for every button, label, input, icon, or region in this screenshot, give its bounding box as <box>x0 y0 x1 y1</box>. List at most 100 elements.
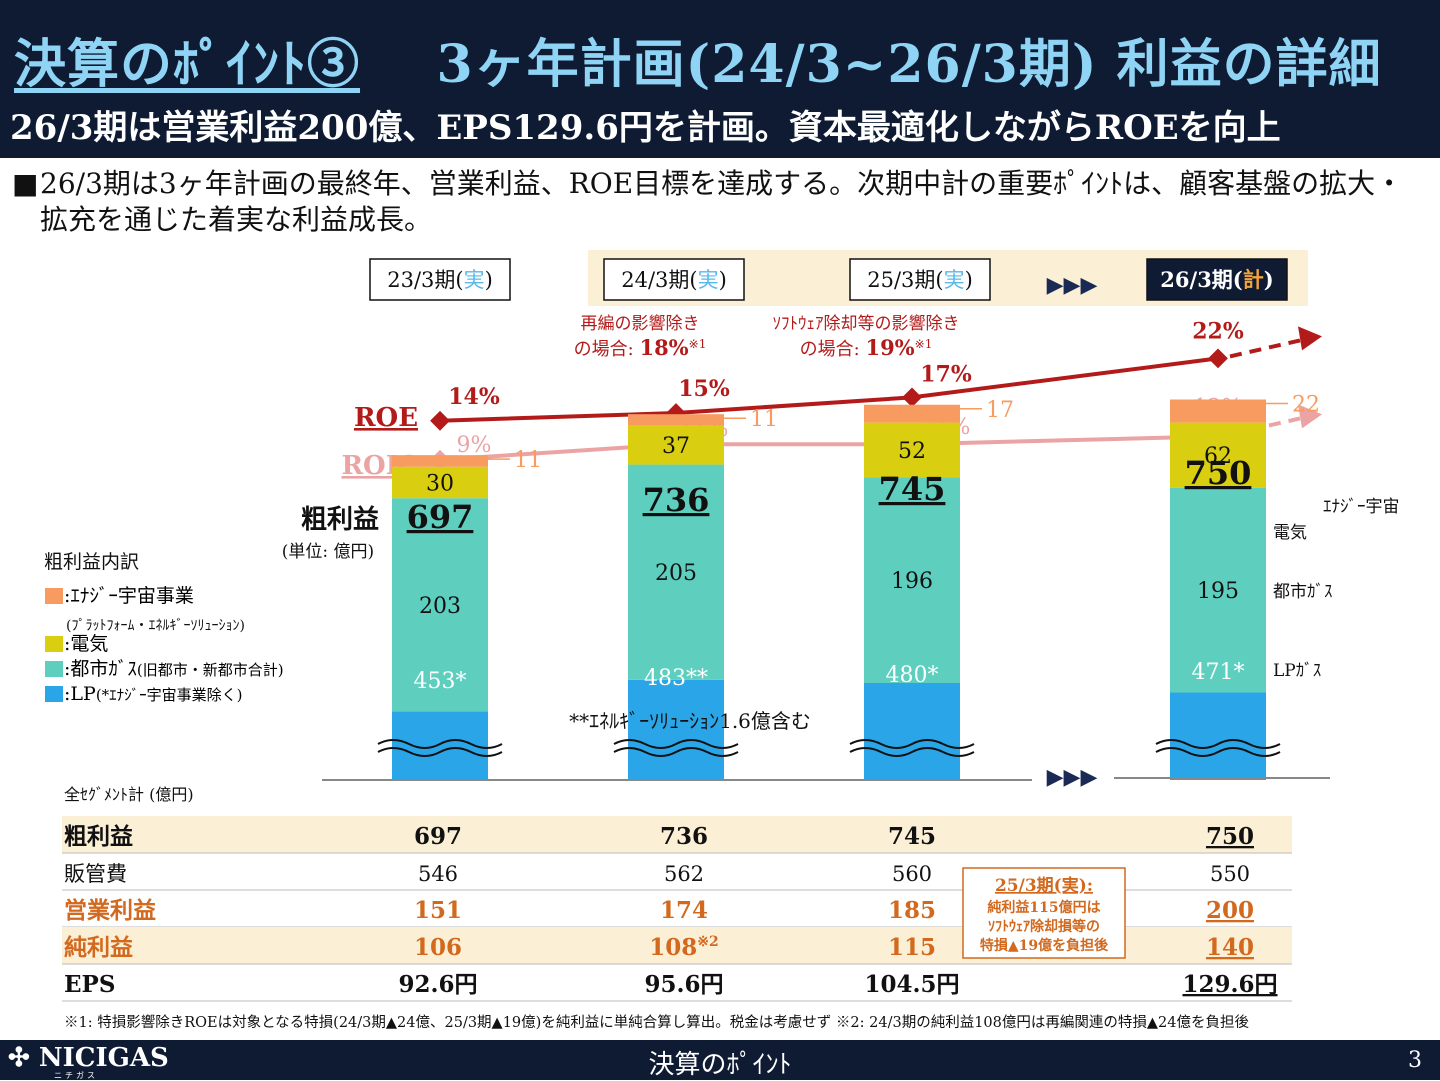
callout-box <box>962 867 1126 959</box>
table-cell-1-4: 750 <box>1206 823 1254 850</box>
table-cell-1-3: 745 <box>888 823 936 850</box>
bar-LP-1 <box>392 711 488 780</box>
table-row-label-4: 純利益 <box>64 934 133 961</box>
callout-line-1: 純利益115億円は <box>987 899 1100 916</box>
bar-電気-1 <box>392 466 488 499</box>
bar-ｴﾅｼﾞｰ宇宙事業-2 <box>628 414 724 426</box>
roe-value-1: 14% <box>448 384 500 410</box>
legend-label-3: :都市ｶﾞｽ(旧都市・新都市合計) <box>64 658 284 680</box>
segment-right-label-2: 電気 <box>1273 523 1307 543</box>
bar-都市ｶﾞｽ-2 <box>628 464 724 680</box>
bar-label-energy-2: 11 <box>750 407 778 432</box>
table-cell-4-3: 115 <box>888 934 936 961</box>
bar-電気-3 <box>864 422 960 478</box>
roe-marker-1 <box>430 410 450 431</box>
bar-都市ｶﾞｽ-3 <box>864 477 960 683</box>
bar-電気-2 <box>628 425 724 465</box>
bar-label-LP-4: 471* <box>1192 660 1245 685</box>
page-subtitle: 26/3期は営業利益200億、EPS129.6円を計画。資本最適化しながらROE… <box>10 108 1281 148</box>
axis-break-wave-2-2 <box>613 747 739 757</box>
bar-label-都市ｶﾞｽ-2: 205 <box>655 561 697 586</box>
period-label-1: 23/3期(実) <box>387 268 493 292</box>
axis-break-wave-3-2 <box>849 747 975 757</box>
gross-total-2: 736 <box>643 481 710 519</box>
gross-total-1: 697 <box>407 498 474 536</box>
callout-line-3: 特損▲19億を負担後 <box>980 937 1109 954</box>
roe-marker-3 <box>902 387 922 408</box>
title-text: 3ヶ年計画(24/3~26/3期) 利益の詳細 <box>436 34 1382 95</box>
footnote: ※1: 特損影響除きROEは対象となる特損(24/3期▲24億、25/3期▲19… <box>64 1015 1249 1031</box>
axis-break-wave-2-1 <box>613 739 739 749</box>
bar-label-都市ｶﾞｽ-1: 203 <box>419 594 461 619</box>
period-label-2: 24/3期(実) <box>621 268 727 292</box>
table-row-label-1: 粗利益 <box>64 823 133 850</box>
roic-line <box>439 434 1219 462</box>
legend-label-4: :LP(*ｴﾅｼﾞｰ宇宙事業除く) <box>64 683 243 705</box>
bullet-square-icon: ■ <box>12 167 39 200</box>
bar-LP-2 <box>628 679 724 780</box>
bar-都市ｶﾞｽ-1 <box>392 498 488 712</box>
callout-title: 25/3期(実): <box>995 875 1093 896</box>
table-cell-3-3: 185 <box>888 897 936 924</box>
legend-label-2: :電気 <box>64 633 108 655</box>
period-box-2 <box>603 258 745 301</box>
table-cell-2-1: 546 <box>418 862 458 886</box>
table-cell-5-1: 92.6円 <box>398 971 477 998</box>
bar-label-都市ｶﾞｽ-4: 195 <box>1197 579 1239 604</box>
logo-subtext: ニチガス <box>54 1071 98 1080</box>
segment-right-label-3: 都市ｶﾞｽ <box>1273 582 1333 602</box>
segment-right-label-1: ｴﾅｼﾞｰ宇宙 <box>1323 497 1400 517</box>
table-cell-3-2: 174 <box>660 897 708 924</box>
axis-break-wave-3-1 <box>849 739 975 749</box>
roe-dashed-extension <box>1229 338 1301 359</box>
period-label-4: 26/3期(計) <box>1160 267 1273 292</box>
bullet-text: 26/3期は3ヶ年計画の最終年、営業利益、ROE目標を達成する。次期中計の重要ﾎ… <box>40 167 1404 236</box>
axis-break-wave-1-1 <box>377 739 503 749</box>
roe-note-line2-2: の場合: 19%※1 <box>800 335 933 360</box>
profit-chart: 23/3期(実) 24/3期(実) 25/3期(実) 26/3期(計) ▶▶▶ 再編の影響… <box>44 250 1400 1002</box>
gross-total-3: 745 <box>879 470 946 508</box>
table-row-label-5: EPS <box>64 971 115 998</box>
page-title: 決算のﾎﾟｲﾝﾄ③ 3ヶ年計画(24/3~26/3期) 利益の詳細 <box>14 22 1382 97</box>
axis-arrows-icon: ▶▶▶ <box>1047 765 1098 790</box>
summary-bullet: ■ 26/3期は3ヶ年計画の最終年、営業利益、ROE目標を達成する。次期中計の重… <box>12 166 1422 238</box>
table-cell-2-2: 562 <box>664 862 704 886</box>
table-caption: 全ｾｸﾞﾒﾝﾄ計 (億円) <box>64 785 194 804</box>
period-box-1 <box>369 258 511 301</box>
bar-label-電気-2: 37 <box>662 434 690 459</box>
bar-ｴﾅｼﾞｰ宇宙事業-3 <box>864 404 960 423</box>
roe-value-4: 22% <box>1192 318 1244 344</box>
segment-right-label-4: LPｶﾞｽ <box>1273 661 1321 681</box>
table-cell-1-1: 697 <box>414 823 462 850</box>
bar-label-LP-2: 483** <box>644 666 708 691</box>
bar-都市ｶﾞｽ-4 <box>1170 487 1266 693</box>
table-row-band-1 <box>62 816 1292 853</box>
axis-break-wave-4-1 <box>1155 739 1281 749</box>
legend-swatch-3 <box>45 661 63 677</box>
page-number: 3 <box>1408 1048 1422 1073</box>
bar-label-energy-1: 11 <box>514 448 542 473</box>
title-link[interactable]: 決算のﾎﾟｲﾝﾄ③ <box>14 34 361 95</box>
period-label-3: 25/3期(実) <box>867 268 973 292</box>
roe-label: ROE <box>354 403 418 433</box>
unit-label: (単位: 億円) <box>282 542 374 562</box>
table-cell-5-2: 95.6円 <box>644 971 723 998</box>
roe-value-2: 15% <box>678 376 730 402</box>
footer-bar: ✣ NICIGAS ニチガス 決算のﾎﾟｲﾝﾄ 3 <box>0 1040 1440 1080</box>
roe-note-line2-1: の場合: 18%※1 <box>574 335 707 360</box>
bar-label-LP-1: 453* <box>414 669 467 694</box>
logo-mark-icon: ✣ <box>8 1043 30 1073</box>
table-row-label-3: 営業利益 <box>64 897 156 924</box>
roe-line <box>439 356 1219 423</box>
table-cell-3-1: 151 <box>414 897 462 924</box>
roe-arrow-icon <box>1298 326 1322 351</box>
table-cell-4-4: 140 <box>1206 934 1254 961</box>
table-cell-4-1: 106 <box>414 934 462 961</box>
bar-note: **ｴﾈﾙｷﾞｰｿﾘｭｰｼｮﾝ1.6億含む <box>569 709 811 733</box>
bar-label-電気-1: 30 <box>426 471 454 496</box>
period-box-3 <box>849 258 991 301</box>
bar-LP-4 <box>1170 692 1266 780</box>
bar-LP-3 <box>864 683 960 780</box>
table-cell-2-4: 550 <box>1210 862 1250 886</box>
bar-label-都市ｶﾞｽ-3: 196 <box>891 569 933 594</box>
